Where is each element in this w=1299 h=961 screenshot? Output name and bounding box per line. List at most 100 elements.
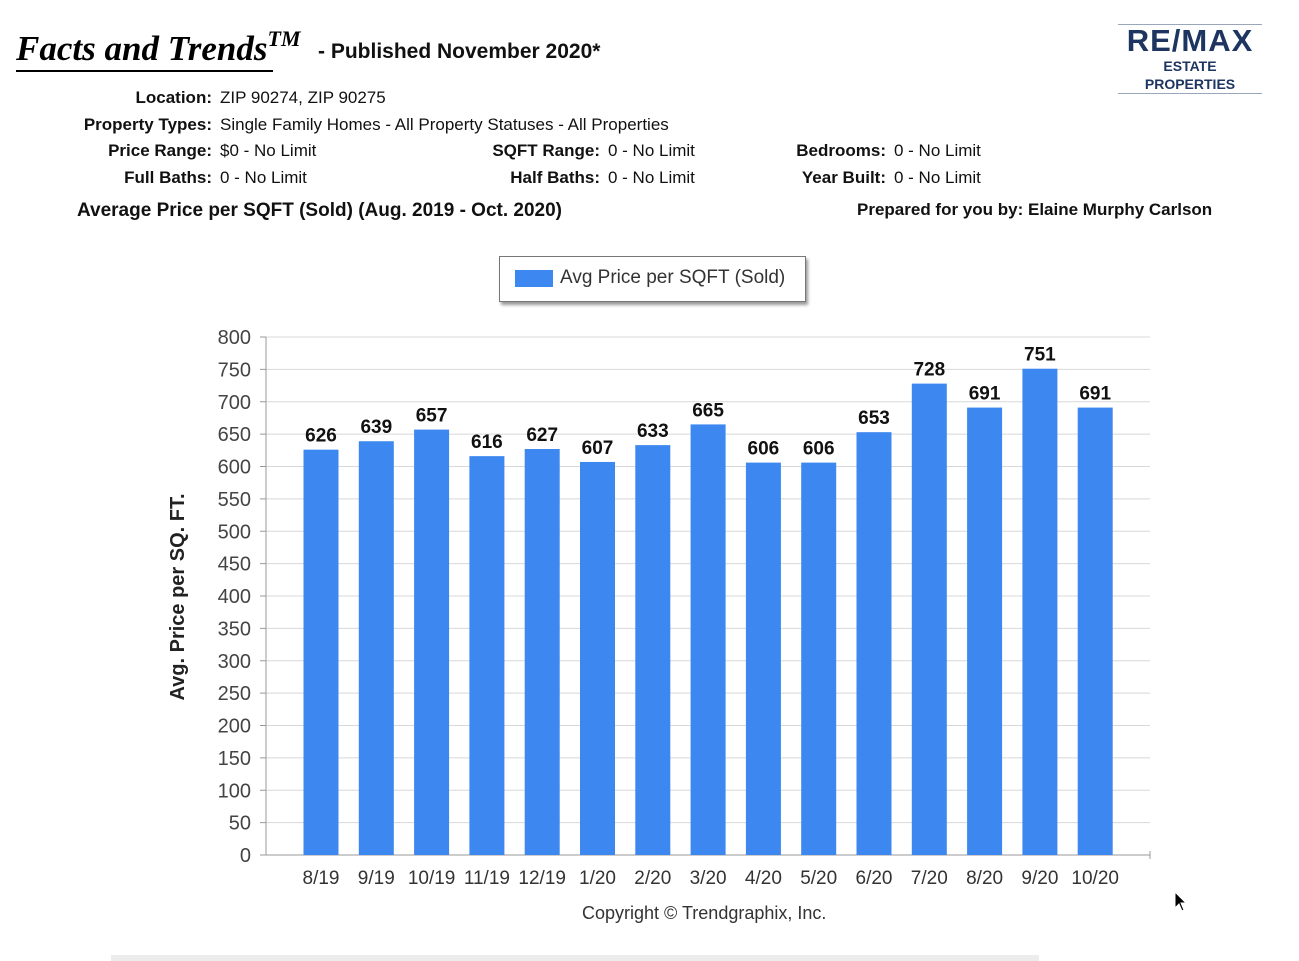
bar-value-label: 606 (748, 439, 780, 460)
bedrooms-value: 0 - No Limit (894, 141, 981, 160)
sqft-range-row: SQFT Range: 0 - No Limit (400, 141, 695, 161)
y-tick-label: 750 (218, 359, 251, 381)
bar-value-label: 616 (471, 432, 503, 453)
x-tick-label: 3/20 (690, 868, 727, 889)
bar (1077, 407, 1113, 855)
x-tick-label: 12/19 (518, 868, 566, 889)
bedrooms-row: Bedrooms: 0 - No Limit (700, 141, 981, 161)
x-tick-label: 11/19 (464, 868, 510, 889)
x-tick-label: 8/20 (966, 868, 1003, 889)
title-underline (16, 70, 273, 72)
published-subtitle: - Published November 2020* (318, 40, 601, 63)
bar-value-label: 691 (969, 384, 1001, 405)
mouse-pointer-icon (1174, 891, 1188, 912)
report-title-text: Facts and Trends (16, 29, 268, 68)
bar-value-label: 627 (526, 425, 558, 446)
y-tick-label: 700 (218, 392, 251, 414)
property-types-value: Single Family Homes - All Property Statu… (220, 115, 669, 134)
y-tick-label: 550 (218, 489, 251, 511)
bar-value-label: 751 (1024, 345, 1056, 366)
x-tick-label: 8/19 (303, 868, 340, 889)
y-tick-label: 0 (240, 845, 251, 867)
bar (745, 462, 781, 855)
bar-value-label: 728 (913, 360, 945, 381)
trademark-mark: TM (267, 26, 301, 51)
x-tick-label: 10/20 (1071, 868, 1119, 889)
bar (1022, 368, 1058, 855)
location-row: Location: ZIP 90274, ZIP 90275 (0, 88, 386, 108)
price-range-value: $0 - No Limit (220, 141, 317, 160)
half-baths-label: Half Baths: (510, 168, 600, 187)
y-tick-label: 200 (218, 716, 251, 738)
y-tick-label: 150 (218, 748, 251, 770)
bar (469, 456, 505, 855)
y-tick-label: 100 (218, 780, 251, 802)
bar (635, 445, 671, 855)
bar (358, 441, 394, 855)
bar-value-label: 606 (803, 439, 835, 460)
bar-value-label: 633 (637, 421, 669, 442)
y-tick-label: 50 (229, 813, 251, 835)
x-tick-label: 1/20 (579, 868, 616, 889)
sqft-range-label: SQFT Range: (492, 141, 600, 160)
location-value: ZIP 90274, ZIP 90275 (220, 88, 386, 107)
bar (580, 461, 615, 855)
chart-section-title: Average Price per SQFT (Sold) (Aug. 2019… (77, 200, 563, 221)
bar (801, 462, 837, 855)
y-axis-title: Avg. Price per SQ. FT. (167, 493, 189, 700)
legend-swatch (515, 270, 553, 287)
bar-value-label: 653 (858, 408, 890, 429)
x-tick-label: 4/20 (745, 868, 782, 889)
property-types-label: Property Types: (83, 115, 212, 134)
bar (303, 449, 339, 855)
chart-legend: Avg Price per SQFT (Sold) (499, 256, 806, 302)
bar (911, 383, 947, 855)
logo-sub-text: ESTATE PROPERTIES (1118, 57, 1262, 94)
year-built-label: Year Built: (801, 168, 886, 187)
bar-value-label: 657 (416, 406, 448, 427)
y-tick-label: 500 (218, 521, 251, 543)
bar-value-label: 691 (1079, 384, 1111, 405)
bar-value-label: 639 (360, 417, 392, 438)
y-tick-label: 400 (218, 586, 251, 608)
x-tick-label: 2/20 (634, 868, 671, 889)
sqft-range-value: 0 - No Limit (608, 141, 695, 160)
location-label: Location: (135, 88, 213, 107)
prepared-by: Prepared for you by: Elaine Murphy Carls… (857, 200, 1213, 219)
full-baths-value: 0 - No Limit (220, 168, 307, 187)
x-tick-label: 6/20 (856, 868, 893, 889)
price-range-row: Price Range: $0 - No Limit (0, 141, 316, 161)
bedrooms-label: Bedrooms: (796, 141, 886, 160)
y-tick-label: 350 (218, 618, 251, 640)
y-tick-label: 600 (218, 457, 251, 479)
legend-label: Avg Price per SQFT (Sold) (560, 267, 786, 288)
logo-brand-text: RE/MAX (1118, 24, 1262, 57)
remax-logo: RE/MAX ESTATE PROPERTIES (1118, 24, 1262, 94)
x-tick-label: 10/19 (408, 868, 456, 889)
half-baths-value: 0 - No Limit (608, 168, 695, 187)
bar (524, 449, 560, 855)
x-tick-label: 5/20 (800, 868, 837, 889)
full-baths-row: Full Baths: 0 - No Limit (0, 168, 307, 188)
bottom-scroll-strip (111, 955, 1039, 961)
bar-value-label: 607 (582, 438, 614, 459)
x-tick-label: 7/20 (911, 868, 948, 889)
bar-value-label: 665 (692, 400, 724, 421)
y-tick-label: 250 (218, 683, 251, 705)
y-tick-label: 450 (218, 554, 251, 576)
report-title: Facts and TrendsTM (16, 26, 301, 69)
bar (690, 424, 726, 855)
x-tick-label: 9/20 (1021, 868, 1058, 889)
year-built-value: 0 - No Limit (894, 168, 981, 187)
y-tick-label: 650 (218, 424, 251, 446)
bar (967, 407, 1003, 855)
half-baths-row: Half Baths: 0 - No Limit (400, 168, 695, 188)
bar (414, 429, 450, 855)
copyright-text: Copyright © Trendgraphix, Inc. (582, 903, 827, 923)
x-tick-label: 9/19 (358, 868, 395, 889)
price-range-label: Price Range: (108, 141, 212, 160)
bar-value-label: 626 (305, 426, 337, 447)
bar (856, 432, 892, 855)
property-types-row: Property Types: Single Family Homes - All… (0, 115, 669, 135)
